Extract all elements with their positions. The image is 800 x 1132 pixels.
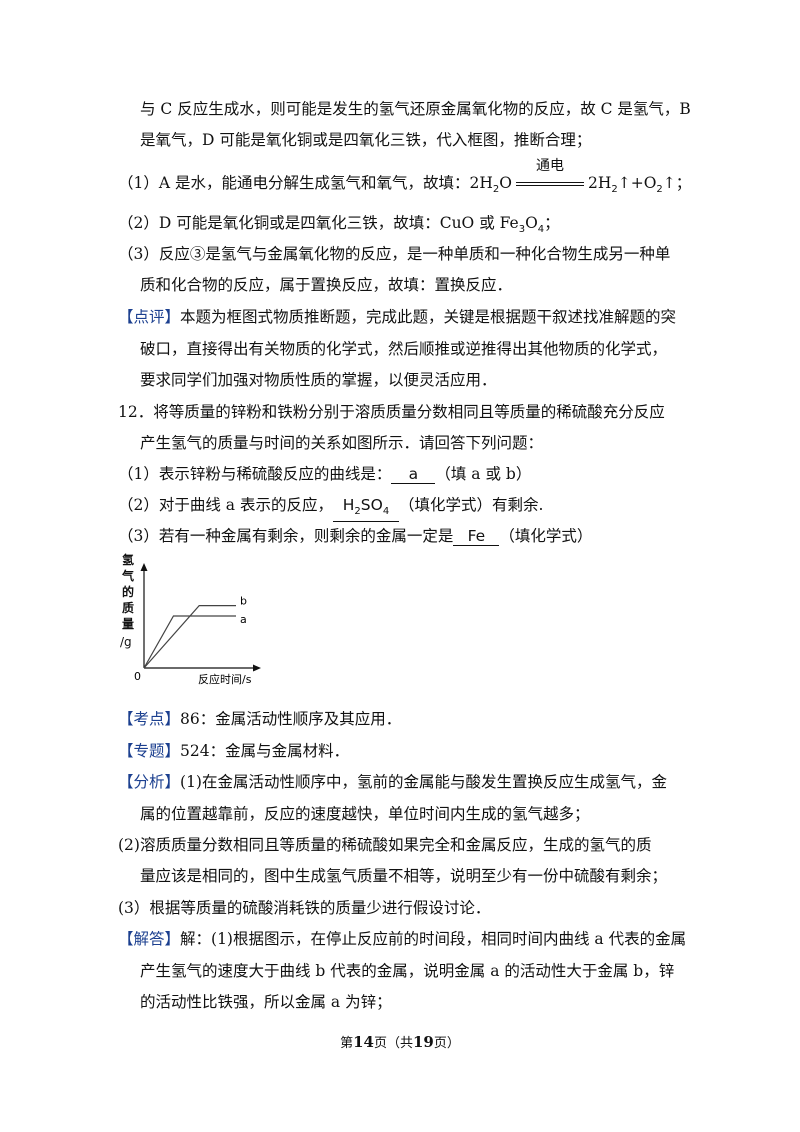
y-label-char: 质 — [122, 600, 134, 615]
origin-label: 0 — [134, 670, 141, 683]
curve-a-label: a — [240, 613, 247, 626]
text-line: (2)溶质质量分数相同且等质量的稀硫酸如果完全和金属反应，生成的氢气的质 — [118, 836, 652, 854]
answer-blank: a — [391, 465, 436, 484]
curve-b — [143, 604, 236, 669]
answer-blank: Fe — [453, 527, 500, 546]
text-line: 与 C 反应生成水，则可能是发生的氢气还原金属氧化物的反应，故 C 是氢气，B — [140, 100, 691, 118]
answer-blank: H2SO4 — [332, 496, 399, 523]
jieda-line: 【解答】解：(1)根据图示，在停止反应前的时间段，相同时间内曲线 a 代表的金属 — [118, 930, 687, 948]
text-line: 的活动性比铁强，所以金属 a 为锌； — [140, 993, 392, 1011]
y-label-char: 量 — [122, 617, 134, 631]
zhuanti-line: 【专题】524：金属与金属材料． — [118, 742, 350, 760]
reaction-chart: 氢 气 的 质 量 /g 0 反应时间/s a b — [120, 552, 261, 686]
page-footer: 第14页（共19页） — [340, 1033, 460, 1051]
text-line: （3）反应③是氢气与金属氧化物的反应，是一种单质和一种化合物生成另一种单 — [118, 245, 671, 263]
fenxi-line: 【分析】(1)在金属活动性顺序中，氢前的金属能与酸发生置换反应生成氢气，金 — [118, 773, 667, 791]
kaodian-line: 【考点】86：金属活动性顺序及其应用． — [118, 710, 402, 728]
y-label-char: 氢 — [122, 552, 134, 567]
jieda-tag: 【解答】 — [118, 930, 181, 948]
text-line: （2）D 可能是氧化铜或是四氧化三铁，故填：CuO 或 Fe3O4； — [118, 214, 560, 236]
text-line: 是氧气，D 可能是氧化铜或是四氧化三铁，代入框图，推断合理； — [140, 131, 592, 149]
sub-question-1: （1）表示锌粉与稀硫酸反应的曲线是： a （填 a 或 b） — [118, 465, 532, 484]
y-label-char: 气 — [121, 568, 134, 583]
text-line: 属的位置越靠前，反应的速度越快，单位时间内生成的氢气越多； — [140, 805, 590, 823]
question-12: 12．将等质量的锌粉和铁粉分别于溶质质量分数相同且等质量的稀硫酸充分反应 — [118, 403, 665, 421]
page-number: 14 — [353, 1033, 374, 1051]
sub-question-3: （3）若有一种金属有剩余，则剩余的金属一定是 Fe （填化学式） — [118, 527, 593, 546]
sub-question-2: （2）对于曲线 a 表示的反应， H2SO4 （填化学式）有剩余. — [118, 494, 543, 523]
text-line: 产生氢气的速度大于曲线 b 代表的金属，说明金属 a 的活动性大于金属 b，锌 — [140, 962, 675, 980]
page-total: 19 — [413, 1033, 434, 1051]
zhuanti-tag: 【专题】 — [118, 742, 181, 760]
y-axis-arrow — [140, 563, 148, 571]
x-axis-arrow — [253, 664, 261, 672]
kaodian-tag: 【考点】 — [118, 710, 181, 728]
fenxi-tag: 【分析】 — [118, 773, 181, 791]
text-line: 要求同学们加强对物质性质的掌握，以便灵活应用． — [140, 371, 497, 389]
comment-line: 【点评】本题为框图式物质推断题，完成此题，关键是根据题干叙述找准解题的突 — [118, 308, 677, 326]
text-line: (3）根据等质量的硫酸消耗铁的质量少进行假设讨论． — [118, 899, 491, 917]
reaction-condition: 通电 — [512, 158, 588, 194]
y-label-char: 的 — [122, 584, 134, 599]
text-line: 量应该是相同的，图中生成氢气质量不相等，说明至少有一份中硫酸有剩余； — [140, 867, 668, 885]
curve-a — [143, 615, 236, 669]
curve-b-label: b — [240, 595, 247, 608]
comment-tag: 【点评】 — [118, 308, 181, 326]
text-line: 破口，直接得出有关物质的化学式，然后顺推或逆推得出其他物质的化学式， — [140, 340, 668, 358]
text-line: 质和化合物的反应，属于置换反应，故填：置换反应． — [140, 276, 513, 294]
equation-line: （1）A 是水，能通电分解生成氢气和氧气，故填：2H2O 通电 2H2↑+O2↑； — [118, 158, 692, 196]
x-axis-label: 反应时间/s — [198, 672, 252, 686]
text-line: 产生氢气的质量与时间的关系如图所示．请回答下列问题： — [140, 434, 544, 452]
y-label-unit: /g — [120, 635, 132, 649]
